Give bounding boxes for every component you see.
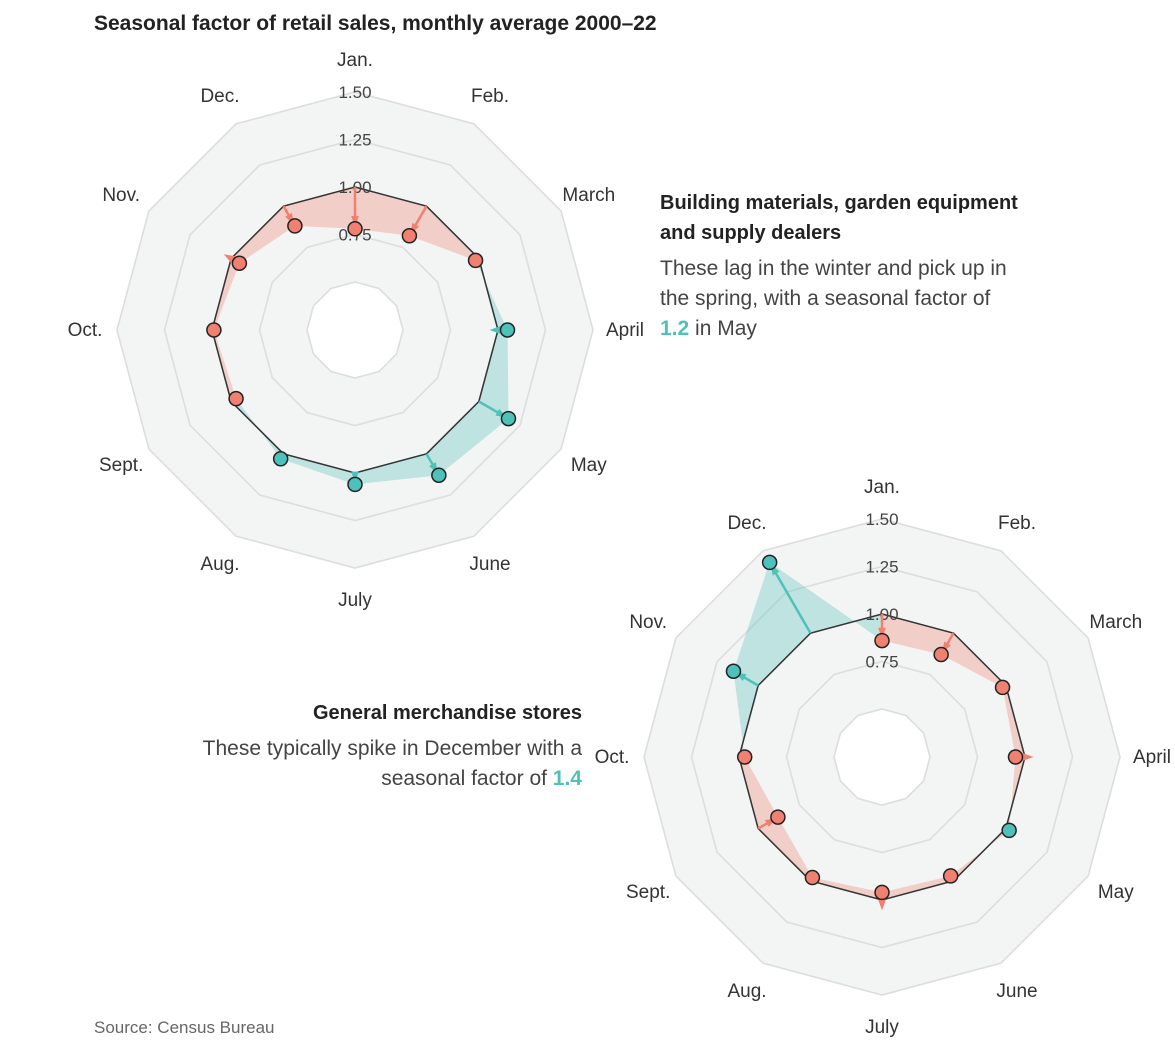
radar-deviation-area [941, 633, 1006, 688]
annotation-heading: Building materials, garden equipment and… [660, 192, 1018, 244]
annotation-heading: General merchandise stores [312, 702, 582, 724]
month-label: Nov. [102, 185, 140, 206]
data-point-nov [231, 255, 248, 271]
radar-deviation-area [283, 187, 355, 229]
radar-deviation-area [810, 877, 882, 900]
radial-tick-label: 1.25 [865, 558, 898, 577]
radial-tick-label: 1.25 [338, 131, 371, 150]
radar-deviation-area [426, 401, 509, 476]
radial-tick-label: 1.50 [338, 83, 371, 102]
data-point-sept [770, 809, 786, 825]
data-point-march [467, 252, 484, 269]
data-point-aug [804, 869, 821, 886]
month-label: Jan. [864, 477, 900, 498]
change-arrow-head [489, 326, 501, 334]
change-arrow [773, 570, 812, 634]
change-arrow [413, 205, 428, 228]
change-arrow [741, 675, 759, 687]
month-label: March [562, 185, 615, 206]
data-point-nov [725, 663, 742, 679]
radar-deviation-area [739, 757, 778, 829]
month-label: Sept. [99, 455, 143, 476]
radar-deviation-area [733, 671, 759, 757]
change-arrow-head [1022, 753, 1034, 761]
month-label: Sept. [626, 882, 670, 903]
radar-deviation-area [882, 614, 954, 655]
data-point-june [942, 868, 959, 884]
data-point-feb [933, 646, 949, 663]
month-label: Dec. [727, 513, 766, 534]
data-point-dec [287, 218, 303, 234]
radar-deviation-area [478, 330, 509, 419]
month-label: July [865, 1017, 899, 1038]
annotation-body: These lag in the winter and pick up in t… [660, 257, 1007, 340]
month-label: Oct. [68, 320, 103, 341]
radar-deviation-area [950, 828, 1010, 881]
month-label: June [996, 981, 1037, 1002]
data-point-dec [761, 554, 778, 571]
month-label: Nov. [629, 612, 667, 633]
month-label: Feb. [471, 86, 509, 107]
radial-tick-label: 0.75 [865, 653, 898, 672]
change-arrow [478, 400, 501, 415]
radar-deviation-area [409, 206, 479, 261]
radar-deviation-area [355, 453, 439, 485]
annotation-building-materials: Building materials, garden equipment and… [660, 188, 1020, 344]
data-point-april [499, 322, 516, 338]
source-note: Source: Census Bureau [94, 1018, 275, 1037]
radial-tick-label: 1.50 [865, 510, 898, 529]
annotation-general-merchandise: General merchandise stores These typical… [200, 698, 582, 794]
radar-center [306, 281, 404, 379]
data-point-may [500, 410, 517, 427]
radar-deviation-area [280, 453, 355, 485]
month-label: May [571, 455, 607, 476]
month-label: April [606, 320, 644, 341]
chart-title: Seasonal factor of retail sales, monthly… [94, 12, 657, 35]
radar-deviation-area [355, 187, 427, 236]
data-point-sept [228, 390, 244, 407]
month-label: Oct. [595, 747, 630, 768]
data-point-aug [272, 451, 289, 467]
data-point-feb [401, 228, 418, 244]
month-label: April [1133, 747, 1171, 768]
data-point-jan [347, 221, 363, 237]
month-label: March [1089, 612, 1142, 633]
month-label: Aug. [727, 981, 766, 1002]
radar-deviation-area [1002, 685, 1025, 757]
month-label: June [469, 554, 510, 575]
month-label: Aug. [200, 554, 239, 575]
change-arrow-head [878, 899, 886, 911]
radar-deviation-area [758, 817, 813, 881]
data-point-july [874, 884, 890, 901]
data-point-oct [206, 322, 222, 338]
month-label: Jan. [337, 50, 373, 71]
radar-deviation-area [212, 330, 237, 402]
radar-deviation-area [882, 875, 954, 900]
annotation-body: These typically spike in December with a… [202, 737, 582, 790]
data-point-july [347, 476, 363, 493]
radar-deviation-area [212, 258, 240, 330]
radar-deviation-area [231, 206, 295, 264]
data-point-may [1001, 822, 1017, 839]
month-label: Feb. [998, 513, 1036, 534]
data-point-april [1007, 749, 1024, 765]
annotation-highlight-value: 1.4 [552, 767, 582, 790]
data-point-oct [736, 749, 753, 765]
month-label: Dec. [200, 86, 239, 107]
radar-center [833, 708, 931, 806]
annotation-highlight-value: 1.2 [660, 317, 690, 340]
month-label: May [1098, 882, 1134, 903]
data-point-june [431, 467, 447, 483]
data-point-march [994, 679, 1011, 696]
month-label: July [338, 590, 372, 611]
radar-deviation-area [733, 562, 811, 686]
data-point-jan [874, 632, 890, 649]
